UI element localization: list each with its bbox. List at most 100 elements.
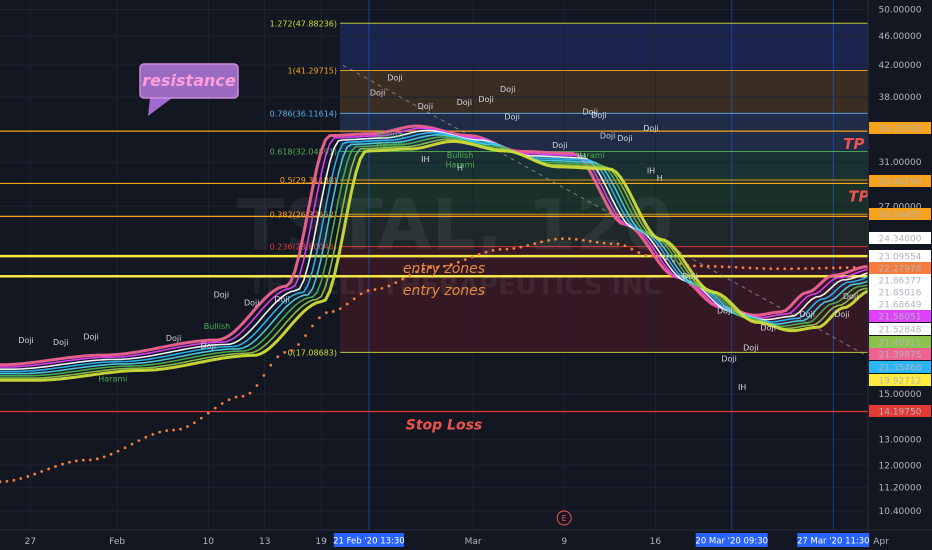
pattern-label: Doji [643, 124, 659, 133]
ma-dot [40, 470, 44, 473]
price-tag [869, 208, 931, 220]
fib-level-label: 0.236(23.80046) [270, 243, 337, 252]
pattern-label: Doji [201, 341, 217, 350]
ma-dot [595, 240, 599, 244]
ma-dot [741, 266, 745, 270]
trend-line [342, 64, 864, 355]
ma-dot [241, 394, 245, 398]
fib-level-label: 0.382(26.32652) [270, 210, 337, 219]
ma-dot [394, 281, 398, 285]
pattern-label: Bullish [377, 130, 403, 139]
ma-dot [533, 242, 537, 246]
pattern-label: Doji [760, 324, 776, 333]
ma-dot [47, 467, 51, 471]
ma-dot [19, 477, 23, 480]
pattern-label: Doji [500, 85, 516, 94]
ma-dot [165, 429, 169, 433]
ma-dot [102, 455, 106, 459]
ribbon-line [0, 136, 869, 377]
price-tag-label: 22.27978 [879, 265, 922, 275]
pattern-label: Harami [445, 160, 474, 169]
ma-dot [408, 273, 412, 277]
ma-dot [644, 253, 648, 257]
pattern-label: Doji [504, 113, 520, 122]
ma-dot [318, 316, 321, 320]
pattern-label: IH [647, 167, 655, 176]
y-axis-tick-label: 10.40000 [879, 507, 922, 517]
ma-dot [776, 267, 780, 271]
price-tag-label: 21.40911 [879, 339, 922, 349]
ma-dot [574, 237, 578, 241]
ma-dot [568, 237, 571, 241]
ma-dot [797, 267, 800, 271]
price-tag-label: 21.52848 [879, 326, 922, 336]
x-axis-tick-label: Mar [465, 537, 482, 547]
pattern-label: H [657, 174, 663, 183]
x-axis-tick-label: 13 [259, 537, 270, 547]
ma-dot [713, 264, 717, 268]
fib-zone [340, 214, 868, 247]
ma-dot [602, 241, 606, 245]
ma-dot [790, 267, 794, 271]
price-tag [869, 262, 931, 274]
x-axis-highlight [695, 533, 768, 547]
x-axis-highlight-label: 20 Mar '20 09:30 [695, 537, 768, 547]
ma-dot [54, 465, 57, 468]
pattern-label: Doji [721, 355, 737, 364]
price-tag-label: 21.35466 [879, 364, 922, 374]
pattern-label: Doji [717, 307, 733, 316]
fib-level-label: 0(17.08683) [287, 348, 337, 357]
resistance-label: resistance [142, 71, 236, 90]
ribbon-line [0, 131, 869, 373]
ma-dot [470, 255, 474, 259]
ma-dot [616, 242, 620, 246]
ma-dot [311, 324, 314, 328]
pattern-label: Bullish [447, 151, 473, 160]
entry-zone-label: entry zones [403, 283, 485, 299]
x-axis-tick-label: 10 [203, 537, 215, 547]
ma-dot [151, 433, 155, 436]
ma-dot [526, 244, 530, 247]
ma-dot [519, 245, 523, 249]
ma-dot [762, 267, 766, 270]
ma-dot [5, 479, 9, 483]
pattern-label: Doji [582, 107, 598, 116]
price-tag [869, 405, 931, 417]
price-tag [869, 336, 931, 348]
ma-dot [338, 307, 342, 311]
ma-dot [748, 266, 752, 270]
ma-dot [248, 391, 252, 395]
ma-dot [706, 264, 710, 268]
pattern-label: Doji [843, 292, 859, 301]
price-tag-label: 34.15703 [879, 125, 922, 135]
price-tag-label: 21.86377 [879, 277, 922, 287]
fib-level-label: 1.272(47.88236) [270, 19, 337, 28]
ma-dot [81, 458, 85, 462]
price-tag-label: 21.68649 [879, 301, 922, 311]
x-axis-highlight-label: 21 Feb '20 13:30 [333, 537, 405, 547]
ma-dot [588, 239, 592, 243]
ma-dot [61, 462, 64, 466]
ma-dot [845, 266, 849, 269]
pattern-label: IH [421, 155, 429, 164]
ma-dot [623, 244, 627, 248]
ma-dot [581, 238, 585, 242]
ribbon-line [0, 138, 869, 379]
ma-dot [630, 247, 634, 251]
pattern-label: Doji [53, 338, 69, 347]
ma-dot [838, 266, 842, 270]
price-tag-label: 24.34000 [879, 235, 922, 245]
x-axis-tick-label: 16 [650, 537, 662, 547]
ma-dot [206, 411, 210, 415]
ma-dot [449, 263, 453, 266]
x-axis-highlight [333, 533, 404, 547]
ma-dot [283, 350, 287, 354]
ma-dot [88, 458, 92, 462]
pattern-label: Doji [743, 343, 759, 352]
ma-dot [324, 311, 328, 314]
price-tag-label: 21.39875 [879, 351, 922, 361]
pattern-label: Doji [682, 272, 698, 281]
price-tag-label: 19.92712 [879, 377, 922, 387]
